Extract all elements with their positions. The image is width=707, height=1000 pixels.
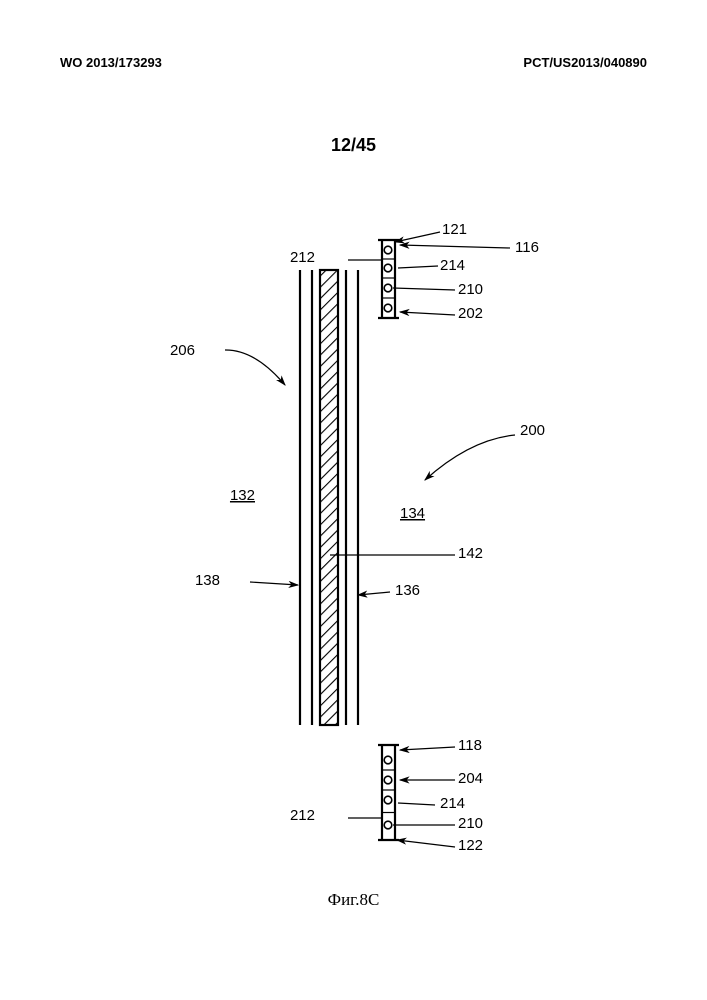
- svg-text:204: 204: [458, 770, 483, 787]
- header-left: WO 2013/173293: [60, 55, 162, 70]
- svg-text:210: 210: [458, 281, 483, 298]
- svg-text:202: 202: [458, 305, 483, 322]
- svg-text:116: 116: [515, 239, 539, 256]
- svg-text:212: 212: [290, 807, 315, 824]
- svg-text:136: 136: [395, 582, 420, 599]
- svg-text:214: 214: [440, 795, 465, 812]
- page-number: 12/45: [331, 135, 376, 156]
- header-right: PCT/US2013/040890: [523, 55, 647, 70]
- svg-text:134: 134: [400, 505, 425, 522]
- svg-text:206: 206: [170, 342, 195, 359]
- figure-caption: Фиг.8C: [328, 890, 380, 910]
- svg-text:214: 214: [440, 257, 465, 274]
- patent-figure: 121 116 212 214 210 202 206 200 132 134 142 138 136 1…: [90, 200, 610, 880]
- svg-text:132: 132: [230, 487, 255, 504]
- svg-text:210: 210: [458, 815, 483, 832]
- svg-text:121: 121: [442, 221, 467, 238]
- svg-text:142: 142: [458, 545, 483, 562]
- svg-text:122: 122: [458, 837, 483, 854]
- svg-text:200: 200: [520, 422, 545, 439]
- svg-text:118: 118: [458, 737, 482, 754]
- svg-text:212: 212: [290, 249, 315, 266]
- svg-text:138: 138: [195, 572, 220, 589]
